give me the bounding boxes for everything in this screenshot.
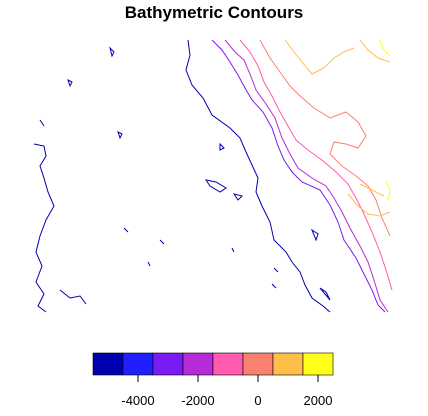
contour-deep-blue bbox=[185, 39, 331, 313]
legend-tick-label: -2000 bbox=[181, 393, 214, 408]
legend-ticks: -4000 -2000 0 2000 bbox=[121, 375, 332, 408]
legend-swatch bbox=[212, 352, 244, 376]
contour-small-features bbox=[67, 46, 331, 301]
color-legend bbox=[92, 352, 334, 376]
contour-magenta bbox=[224, 39, 389, 313]
legend-swatch bbox=[302, 352, 334, 376]
contour-salmon bbox=[259, 39, 391, 237]
contour-plot-area bbox=[33, 39, 393, 313]
legend-swatch bbox=[92, 352, 124, 376]
legend-swatch bbox=[152, 352, 184, 376]
legend-tick-label: 2000 bbox=[304, 393, 333, 408]
legend-tick-label: 0 bbox=[254, 393, 261, 408]
legend-tick-label: -4000 bbox=[121, 393, 154, 408]
legend-swatch bbox=[272, 352, 304, 376]
contour-orange bbox=[284, 39, 391, 217]
legend-swatch bbox=[242, 352, 274, 376]
legend-swatch bbox=[122, 352, 154, 376]
contour-pink bbox=[239, 39, 393, 291]
contour-left-islands bbox=[33, 119, 87, 313]
chart-title: Bathymetric Contours bbox=[124, 3, 304, 22]
contour-yellow bbox=[379, 39, 391, 201]
contour-purple bbox=[211, 39, 386, 313]
legend-swatch bbox=[182, 352, 214, 376]
